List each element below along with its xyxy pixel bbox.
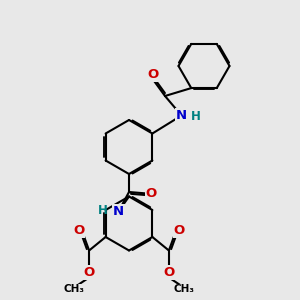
Text: CH₃: CH₃ [64,284,85,295]
Text: O: O [146,187,157,200]
Text: CH₃: CH₃ [173,284,194,295]
Text: N: N [176,109,187,122]
Text: H: H [98,203,108,217]
Text: H: H [191,110,201,124]
Text: O: O [147,68,159,82]
Text: N: N [113,205,124,218]
Text: O: O [174,224,185,237]
Text: O: O [83,266,95,279]
Text: O: O [73,224,84,237]
Text: O: O [163,266,175,279]
